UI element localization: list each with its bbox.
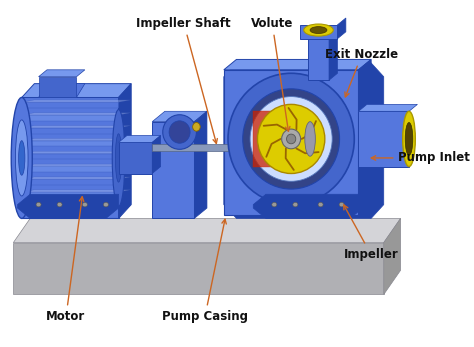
Ellipse shape	[169, 121, 190, 143]
Ellipse shape	[243, 89, 339, 189]
Polygon shape	[38, 84, 85, 98]
Polygon shape	[38, 70, 85, 77]
Polygon shape	[13, 243, 384, 295]
Polygon shape	[22, 100, 131, 102]
Ellipse shape	[339, 202, 344, 207]
Polygon shape	[22, 154, 119, 159]
Ellipse shape	[250, 96, 332, 181]
Ellipse shape	[257, 104, 325, 174]
Polygon shape	[22, 102, 119, 108]
Polygon shape	[22, 113, 131, 115]
Ellipse shape	[16, 120, 28, 196]
Ellipse shape	[18, 141, 25, 175]
Ellipse shape	[304, 24, 333, 36]
Ellipse shape	[403, 111, 415, 167]
Polygon shape	[22, 98, 119, 218]
Polygon shape	[224, 70, 358, 215]
Polygon shape	[118, 142, 152, 174]
Polygon shape	[22, 177, 131, 179]
Polygon shape	[253, 194, 363, 218]
Polygon shape	[22, 192, 119, 198]
Polygon shape	[194, 111, 207, 218]
Polygon shape	[22, 138, 131, 141]
Polygon shape	[308, 35, 329, 80]
Polygon shape	[22, 167, 119, 172]
Polygon shape	[13, 218, 401, 243]
Ellipse shape	[228, 73, 354, 205]
Ellipse shape	[103, 202, 109, 207]
Polygon shape	[22, 126, 131, 128]
Polygon shape	[22, 128, 119, 134]
Text: Motor: Motor	[46, 197, 86, 323]
Ellipse shape	[57, 202, 62, 207]
Ellipse shape	[318, 202, 323, 207]
Ellipse shape	[11, 98, 32, 218]
Polygon shape	[22, 164, 131, 167]
Ellipse shape	[286, 134, 296, 144]
Polygon shape	[337, 18, 346, 39]
Polygon shape	[22, 179, 119, 185]
Polygon shape	[358, 104, 418, 111]
Ellipse shape	[115, 134, 122, 182]
Polygon shape	[118, 84, 131, 218]
Polygon shape	[224, 63, 384, 218]
Ellipse shape	[82, 202, 87, 207]
Polygon shape	[152, 122, 194, 218]
Ellipse shape	[36, 202, 41, 207]
Polygon shape	[152, 111, 207, 122]
Polygon shape	[18, 194, 118, 218]
Text: Volute: Volute	[251, 17, 293, 131]
Polygon shape	[22, 151, 131, 154]
Ellipse shape	[282, 129, 301, 149]
Polygon shape	[152, 144, 253, 151]
Polygon shape	[253, 111, 283, 167]
Ellipse shape	[310, 27, 327, 34]
Polygon shape	[358, 59, 371, 215]
Ellipse shape	[192, 122, 200, 131]
Polygon shape	[22, 115, 119, 121]
Polygon shape	[22, 84, 131, 98]
Polygon shape	[152, 135, 161, 174]
Text: Pump Casing: Pump Casing	[162, 219, 248, 323]
Text: Exit Nozzle: Exit Nozzle	[325, 48, 399, 97]
Ellipse shape	[293, 202, 298, 207]
Text: Pump Inlet: Pump Inlet	[371, 151, 470, 164]
Ellipse shape	[405, 122, 413, 155]
Polygon shape	[224, 59, 371, 70]
Ellipse shape	[112, 110, 125, 206]
Ellipse shape	[305, 122, 315, 156]
Ellipse shape	[163, 115, 196, 149]
Text: Impeller Shaft: Impeller Shaft	[137, 17, 231, 143]
Polygon shape	[300, 25, 337, 39]
Polygon shape	[329, 28, 337, 80]
Polygon shape	[384, 218, 401, 295]
Polygon shape	[38, 77, 76, 98]
Ellipse shape	[272, 202, 277, 207]
Polygon shape	[358, 111, 409, 167]
Text: Impeller: Impeller	[344, 205, 399, 261]
Polygon shape	[118, 135, 161, 142]
Polygon shape	[22, 190, 131, 192]
Polygon shape	[22, 141, 119, 146]
